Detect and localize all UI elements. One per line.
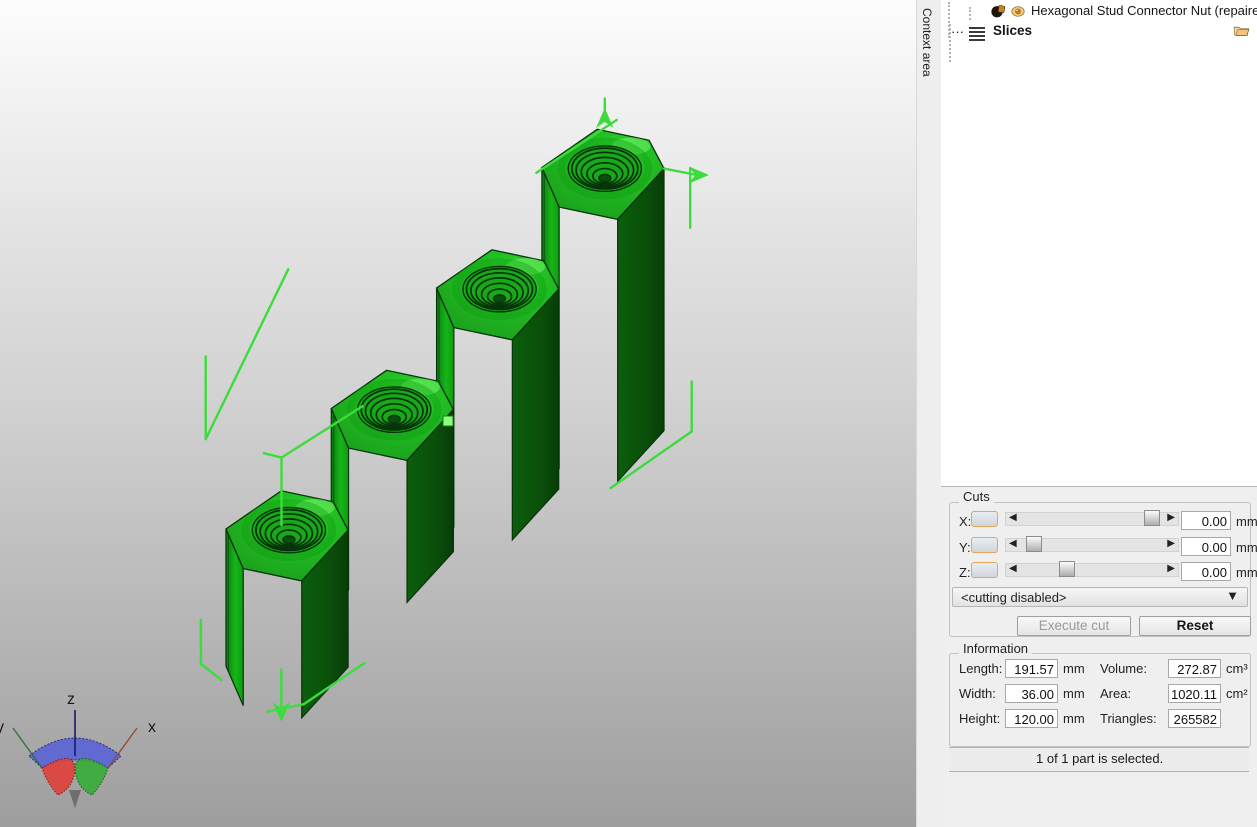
svg-text:y: y (0, 719, 4, 736)
svg-text:x: x (148, 719, 156, 736)
svg-text:z: z (67, 691, 75, 708)
